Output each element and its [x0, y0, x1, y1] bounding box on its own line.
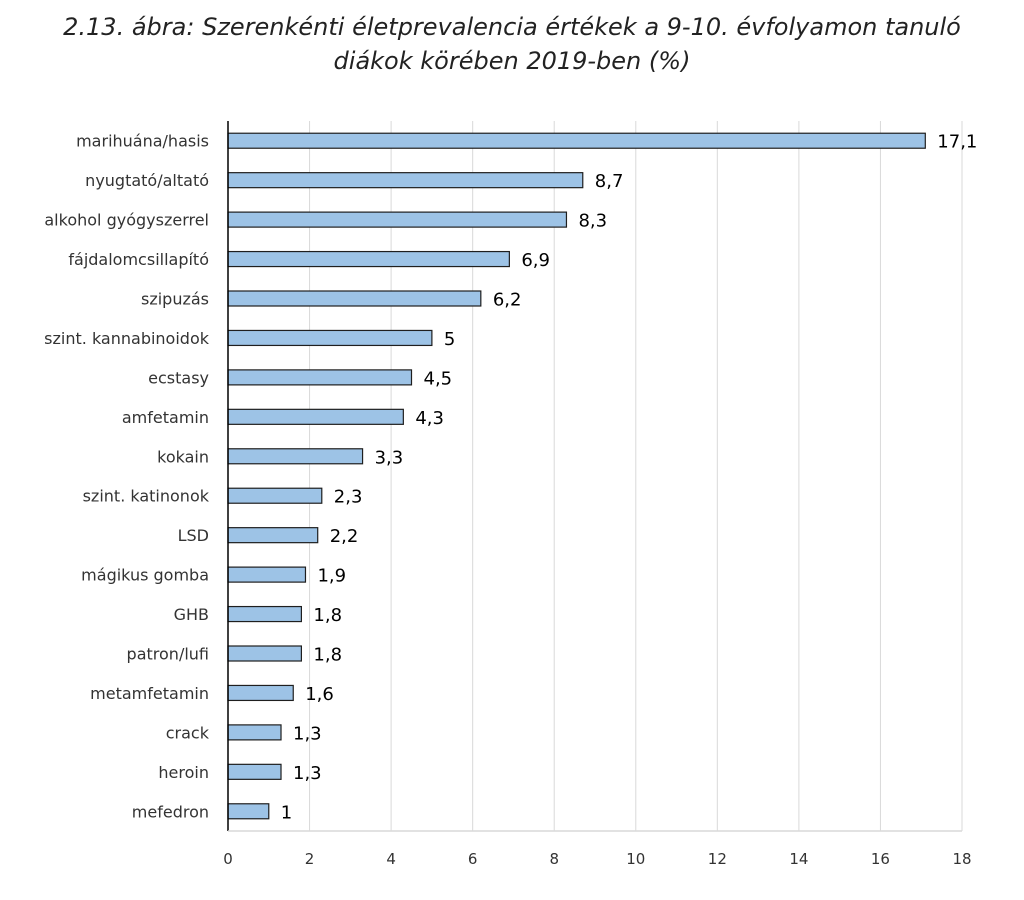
- value-label: 6,9: [521, 250, 550, 271]
- x-tick-label: 6: [468, 850, 478, 868]
- bar: [227, 803, 270, 820]
- gridlines: [309, 121, 963, 831]
- category-label: mefedron: [132, 802, 209, 821]
- value-label: 2,3: [334, 487, 363, 508]
- category-label: ecstasy: [148, 368, 209, 387]
- x-tick-label: 2: [305, 850, 315, 868]
- category-label: kokain: [157, 447, 209, 466]
- value-label: 8,7: [595, 171, 624, 192]
- category-label: metamfetamin: [90, 684, 209, 703]
- category-label: marihuána/hasis: [76, 132, 209, 151]
- x-tick-label: 16: [871, 850, 890, 868]
- bars: [227, 132, 926, 820]
- category-label: GHB: [174, 605, 209, 624]
- bar: [227, 448, 364, 465]
- x-tick-label: 14: [789, 850, 808, 868]
- category-label: crack: [166, 723, 210, 742]
- value-label: 4,5: [424, 368, 453, 389]
- category-label: szint. katinonok: [83, 487, 210, 506]
- chart-title: 2.13. ábra: Szerenkénti életprevalencia …: [0, 10, 1024, 78]
- value-label: 4,3: [415, 408, 444, 429]
- category-label: heroin: [158, 763, 209, 782]
- category-label: amfetamin: [122, 408, 209, 427]
- value-label: 1,8: [313, 605, 342, 626]
- value-label: 1,8: [313, 645, 342, 666]
- category-label: LSD: [178, 526, 209, 545]
- value-label: 1,3: [293, 723, 322, 744]
- x-tick-label: 10: [626, 850, 645, 868]
- bar: [227, 566, 307, 583]
- value-label: 5: [444, 329, 455, 350]
- category-label: patron/lufi: [127, 645, 209, 664]
- value-label: 2,2: [330, 526, 359, 547]
- bar: [227, 724, 282, 741]
- value-label: 8,3: [578, 211, 607, 232]
- bar: [227, 408, 404, 425]
- bar: [227, 329, 433, 347]
- category-label: alkohol gyógyszerrel: [44, 211, 209, 230]
- bar: [227, 172, 584, 189]
- category-label: mágikus gomba: [81, 566, 209, 585]
- bar: [227, 684, 294, 702]
- x-tick-label: 8: [549, 850, 559, 868]
- chart-title-line-1: 2.13. ábra: Szerenkénti életprevalencia …: [63, 13, 961, 41]
- value-label: 1,9: [317, 566, 346, 587]
- value-label: 1,6: [305, 684, 334, 705]
- bar: [227, 487, 323, 504]
- x-tick-label: 12: [708, 850, 727, 868]
- axes: [227, 121, 962, 832]
- labels: 0 2 4 6 8 10 12 14 16 18 marihuána/hasis 17,1 nyugta…: [44, 132, 977, 868]
- x-tick-label: 4: [386, 850, 396, 868]
- category-label: nyugtató/altató: [85, 171, 209, 190]
- bar: [227, 211, 568, 228]
- category-label: szipuzás: [141, 290, 209, 309]
- category-label: szint. kannabinoidok: [44, 329, 210, 348]
- value-label: 17,1: [937, 132, 977, 153]
- bar: [227, 132, 926, 149]
- bar: [227, 605, 303, 623]
- bar: [227, 250, 510, 268]
- bar: [227, 645, 303, 662]
- chart-title-line-2: diákok körében 2019-ben (%): [333, 47, 691, 75]
- bar: [227, 763, 282, 780]
- category-label: fájdalomcsillapító: [68, 250, 209, 269]
- x-tick-label: 0: [223, 850, 233, 868]
- value-label: 6,2: [493, 290, 522, 311]
- value-label: 3,3: [375, 447, 404, 468]
- bar: [227, 290, 482, 307]
- value-label: 1: [281, 802, 292, 823]
- value-label: 1,3: [293, 763, 322, 784]
- bar: [227, 369, 413, 386]
- x-tick-label: 18: [952, 850, 971, 868]
- bar: [227, 527, 319, 544]
